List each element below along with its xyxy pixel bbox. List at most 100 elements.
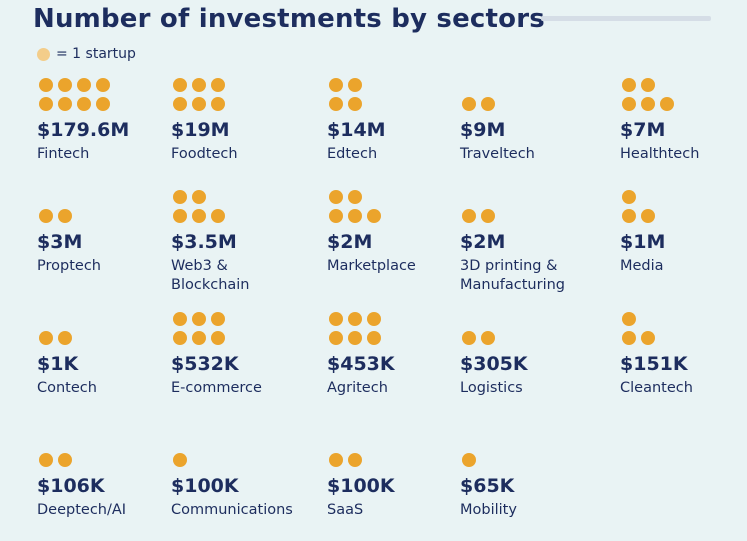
startup-dot xyxy=(192,190,206,204)
startup-dot xyxy=(192,78,206,92)
startup-dots xyxy=(171,78,321,118)
sector-name: Contech xyxy=(37,380,97,396)
startup-dots xyxy=(620,312,747,352)
sector-amount: $3.5M xyxy=(171,231,237,253)
sector-name: Deeptech/AI xyxy=(37,502,127,518)
startup-dot xyxy=(211,78,225,92)
sector-amount: $532K xyxy=(171,353,239,375)
sector-name: Cleantech xyxy=(620,380,693,396)
startup-dot xyxy=(96,97,110,111)
startup-dots xyxy=(620,190,747,230)
startup-dots xyxy=(171,434,321,474)
startup-dots xyxy=(327,312,477,352)
startup-dot xyxy=(348,78,362,92)
startup-dots xyxy=(327,78,477,118)
sector-amount: $3M xyxy=(37,231,83,253)
startup-dot xyxy=(348,312,362,326)
sector-amount: $65K xyxy=(460,475,515,497)
sector-logistics: $305K Logistics xyxy=(460,312,610,396)
startup-dot xyxy=(211,209,225,223)
sector-amount: $453K xyxy=(327,353,395,375)
sector-saas: $100K SaaS xyxy=(327,434,477,518)
startup-dot xyxy=(173,331,187,345)
startup-dot xyxy=(58,78,72,92)
sector-amount: $9M xyxy=(460,119,506,141)
startup-dot xyxy=(39,453,53,467)
sector-communications: $100K Communications xyxy=(171,434,321,518)
sector-amount: $1K xyxy=(37,353,79,375)
sector-amount: $1M xyxy=(620,231,666,253)
sector-traveltech: $9M Traveltech xyxy=(460,78,610,162)
sector-amount: $2M xyxy=(327,231,373,253)
sector-cleantech: $151K Cleantech xyxy=(620,312,747,396)
startup-dot xyxy=(192,97,206,111)
sector-edtech: $14M Edtech xyxy=(327,78,477,162)
startup-dot xyxy=(173,209,187,223)
startup-dot xyxy=(173,97,187,111)
startup-dot xyxy=(39,331,53,345)
startup-dot xyxy=(58,97,72,111)
startup-dot xyxy=(348,190,362,204)
sector-name: Mobility xyxy=(460,502,517,518)
sector-amount: $106K xyxy=(37,475,105,497)
startup-dot xyxy=(622,190,636,204)
startup-dot xyxy=(329,97,343,111)
sector-agritech: $453K Agritech xyxy=(327,312,477,396)
sector-name: Logistics xyxy=(460,380,523,396)
startup-dots xyxy=(327,190,477,230)
startup-dot xyxy=(329,190,343,204)
startup-dot xyxy=(481,331,495,345)
startup-dot xyxy=(462,209,476,223)
startup-dot xyxy=(192,312,206,326)
sector-amount: $305K xyxy=(460,353,528,375)
sector-name: E-commerce xyxy=(171,380,262,396)
sector-foodtech: $19M Foodtech xyxy=(171,78,321,162)
startup-dots xyxy=(37,434,187,474)
startup-dot xyxy=(173,312,187,326)
startup-dot xyxy=(462,453,476,467)
startup-dot xyxy=(96,78,110,92)
startup-dot xyxy=(39,209,53,223)
sector-proptech: $3M Proptech xyxy=(37,190,187,274)
startup-dot xyxy=(348,209,362,223)
sector-amount: $100K xyxy=(171,475,239,497)
startup-dot xyxy=(622,312,636,326)
sector-name: Healthtech xyxy=(620,146,700,162)
startup-dots xyxy=(460,190,610,230)
startup-dot xyxy=(329,209,343,223)
sector-healthtech: $7M Healthtech xyxy=(620,78,747,162)
sector-web3-blockchain: $3.5M Web3 & Blockchain xyxy=(171,190,321,293)
startup-dot xyxy=(622,97,636,111)
startup-dot xyxy=(173,190,187,204)
sector-3d-printing-manufacturing: $2M 3D printing & Manufacturing xyxy=(460,190,610,293)
startup-dot xyxy=(329,78,343,92)
sector-name: Agritech xyxy=(327,380,388,396)
sector-name: Traveltech xyxy=(460,146,535,162)
startup-dot xyxy=(641,97,655,111)
sector-name: Fintech xyxy=(37,146,90,162)
startup-dot xyxy=(622,78,636,92)
startup-dot xyxy=(39,78,53,92)
sector-amount: $19M xyxy=(171,119,230,141)
startup-dot xyxy=(77,97,91,111)
sector-name: SaaS xyxy=(327,502,364,518)
startup-dot xyxy=(348,453,362,467)
startup-dot xyxy=(641,78,655,92)
startup-dots xyxy=(620,78,747,118)
startup-dots xyxy=(37,78,187,118)
startup-dots xyxy=(171,190,321,230)
sector-mobility: $65K Mobility xyxy=(460,434,610,518)
startup-dot xyxy=(481,209,495,223)
sector-amount: $14M xyxy=(327,119,386,141)
startup-dot xyxy=(58,209,72,223)
sector-amount: $179.6M xyxy=(37,119,130,141)
sector-deeptech-ai: $106K Deeptech/AI xyxy=(37,434,187,518)
sector-amount: $151K xyxy=(620,353,688,375)
sector-amount: $2M xyxy=(460,231,506,253)
sector-fintech: $179.6M Fintech xyxy=(37,78,187,162)
startup-dot xyxy=(641,209,655,223)
chart-title: Number of investments by sectors xyxy=(33,4,545,34)
startup-dots xyxy=(460,434,610,474)
sector-name: Marketplace xyxy=(327,258,416,274)
sector-name: Proptech xyxy=(37,258,101,274)
